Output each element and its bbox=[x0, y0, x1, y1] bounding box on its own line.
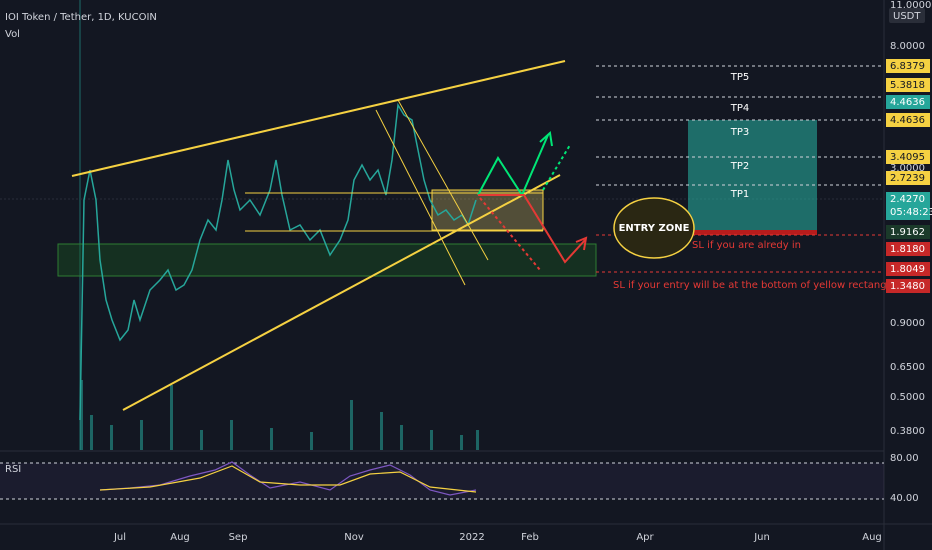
time-tick: Feb bbox=[521, 532, 539, 543]
tp-label: TP3 bbox=[730, 127, 750, 138]
label-bg bbox=[886, 95, 930, 109]
bear-path bbox=[478, 194, 586, 264]
entry-ellipse bbox=[613, 197, 695, 259]
label-bg bbox=[886, 171, 930, 185]
price-label: 1.9162 bbox=[890, 227, 925, 238]
price-tick: 0.9000 bbox=[890, 318, 925, 329]
time-tick: Jun bbox=[753, 532, 770, 543]
price-label: 1.8180 bbox=[890, 244, 925, 255]
arrow-head bbox=[575, 236, 588, 251]
resistance-line bbox=[71, 60, 566, 177]
price-label: 2.7239 bbox=[890, 173, 925, 184]
price-tick: 0.5000 bbox=[890, 392, 925, 403]
countdown: 05:48:23 bbox=[890, 207, 932, 218]
label-bg bbox=[886, 242, 930, 256]
price-tick: 11.0000 bbox=[890, 0, 931, 11]
price-label: 1.8049 bbox=[890, 264, 925, 275]
volume-label: Vol bbox=[5, 29, 20, 40]
rsi-label: RSI bbox=[5, 464, 21, 475]
bull-path bbox=[477, 134, 549, 198]
last-price: 2.4270 bbox=[890, 194, 925, 205]
time-tick: Nov bbox=[344, 532, 364, 543]
time-tick: Apr bbox=[636, 532, 654, 543]
label-bg bbox=[886, 262, 930, 276]
tp-label: TP2 bbox=[730, 161, 750, 172]
arrow-head bbox=[539, 131, 553, 147]
price-label: 6.8379 bbox=[890, 61, 925, 72]
price-tick: 8.0000 bbox=[890, 41, 925, 52]
price-label: 1.3480 bbox=[890, 281, 925, 292]
entry-zone-label: ENTRY ZONE bbox=[619, 223, 690, 234]
currency-label[interactable]: USDT bbox=[893, 11, 921, 22]
label-bg bbox=[886, 78, 930, 92]
tp-label: TP4 bbox=[730, 103, 750, 114]
tp-label: TP5 bbox=[730, 72, 750, 83]
price-tick: 0.3800 bbox=[890, 426, 925, 437]
symbol-title[interactable]: IOI Token / Tether, 1D, KUCOIN bbox=[5, 12, 157, 23]
target-box bbox=[688, 120, 817, 230]
label-bg bbox=[886, 59, 930, 73]
price-tick: 0.6500 bbox=[890, 362, 925, 373]
price-label: 5.3818 bbox=[890, 80, 925, 91]
volume-sketch bbox=[80, 380, 479, 450]
channel-line bbox=[375, 109, 466, 286]
time-tick: Aug bbox=[862, 532, 882, 543]
tp-label: TP1 bbox=[730, 189, 750, 200]
rsi-tick: 80.00 bbox=[890, 453, 919, 464]
price-label: 4.4636 bbox=[890, 97, 925, 108]
label-bg bbox=[886, 279, 930, 293]
label-bg bbox=[886, 113, 930, 127]
time-tick: 2022 bbox=[459, 532, 484, 543]
price-sketch bbox=[79, 102, 477, 421]
bear-alt bbox=[479, 197, 541, 271]
price-label: 4.4636 bbox=[890, 115, 925, 126]
time-tick: Sep bbox=[229, 532, 248, 543]
sl-note: SL if you are alredy in bbox=[692, 240, 801, 251]
time-tick: Jul bbox=[113, 532, 126, 543]
channel-line bbox=[397, 99, 489, 261]
label-bg bbox=[886, 225, 930, 239]
rsi-tick: 40.00 bbox=[890, 493, 919, 504]
price-label: 3.4095 bbox=[890, 152, 925, 163]
time-tick: Aug bbox=[170, 532, 190, 543]
currency-box[interactable] bbox=[889, 8, 925, 23]
support-line bbox=[122, 174, 561, 411]
stop-box bbox=[688, 230, 817, 235]
last-price-bg bbox=[886, 192, 930, 220]
price-tick: 3.0000 bbox=[890, 163, 925, 174]
label-bg bbox=[886, 150, 930, 164]
rsi-ma bbox=[99, 465, 477, 493]
sl-note: SL if your entry will be at the bottom o… bbox=[613, 280, 899, 291]
bull-alt bbox=[542, 144, 571, 191]
